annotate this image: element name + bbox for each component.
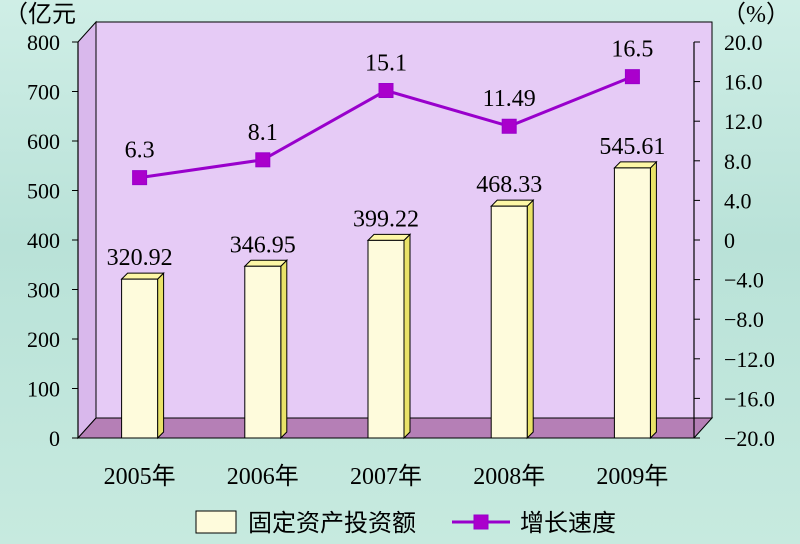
bar-data-label: 399.22 <box>353 206 419 232</box>
right-axis-tick-label: 8.0 <box>724 149 752 174</box>
legend-label-bar: 固定资产投资额 <box>248 510 416 537</box>
right-axis-tick-label: −16.0 <box>724 386 775 411</box>
bar-2009年: 545.61 <box>599 134 665 440</box>
bar-top <box>120 272 165 280</box>
growth-data-label: 11.49 <box>483 86 536 112</box>
left-axis-tick-label: 800 <box>27 30 60 55</box>
growth-point <box>501 118 517 134</box>
bar <box>613 167 651 439</box>
left-axis-tick-label: 700 <box>27 80 60 105</box>
legend-swatch-bar <box>195 510 237 534</box>
growth-point <box>624 69 640 85</box>
left-axis-tick-label: 0 <box>49 426 60 451</box>
left-axis: （亿元 0 100 200 300 400 500 600 700 800 <box>4 1 79 451</box>
x-axis: 2005年 2006年 2007年 2008年 2009年 <box>104 463 669 490</box>
bar-2008年: 468.33 <box>476 172 542 440</box>
left-axis-tick-label: 400 <box>27 228 60 253</box>
right-axis-tick-label: 16.0 <box>724 70 763 95</box>
bar-data-label: 545.61 <box>599 134 665 160</box>
bar-2006年: 346.95 <box>230 232 296 440</box>
bar-2007年: 399.22 <box>353 206 419 440</box>
growth-data-label: 6.3 <box>125 138 155 164</box>
bar-top <box>366 233 412 241</box>
growth-data-label: 8.1 <box>248 120 278 146</box>
bar <box>244 265 282 439</box>
bar <box>490 205 528 439</box>
right-axis: （%） −20.0 −16.0 −12.0 −8.0 −4.0 0 4.0 8.0 12.0 16.… <box>693 2 790 451</box>
left-axis-tick-label: 600 <box>27 129 60 154</box>
legend-swatch-marker <box>473 514 489 530</box>
right-axis-tick-label: −8.0 <box>724 307 764 332</box>
bar-side <box>157 271 165 440</box>
bar-data-label: 468.33 <box>476 172 542 198</box>
right-axis-tick-label: −4.0 <box>724 268 764 293</box>
left-axis-tick-label: 500 <box>27 179 60 204</box>
bar <box>121 278 159 439</box>
bars: 320.92 346.95 399.22 468.33 545.61 <box>107 134 665 440</box>
legend: 固定资产投资额 增长速度 <box>195 510 616 537</box>
right-axis-tick-label: 20.0 <box>724 30 763 55</box>
x-axis-tick-label: 2006年 <box>227 463 299 490</box>
bar-top <box>489 199 535 207</box>
growth-data-label: 16.5 <box>611 37 653 63</box>
bar-data-label: 346.95 <box>230 232 296 258</box>
line-series: 6.3 8.1 15.1 11.49 16.5 <box>125 37 653 186</box>
growth-point <box>132 170 148 186</box>
left-axis-tick-label: 100 <box>27 377 60 402</box>
growth-data-label: 15.1 <box>365 51 407 77</box>
bar-side <box>280 259 288 440</box>
x-axis-tick-label: 2007年 <box>350 463 422 490</box>
right-axis-unit: （%） <box>722 2 790 28</box>
right-axis-tick-label: 0 <box>724 228 735 253</box>
right-axis-tick-label: −20.0 <box>724 426 775 451</box>
right-axis-tick-label: 12.0 <box>724 109 763 134</box>
right-axis-tick-label: −12.0 <box>724 347 775 372</box>
bar-top <box>613 161 658 169</box>
bar-data-label: 320.92 <box>107 245 173 271</box>
legend-label-line: 增长速度 <box>520 510 616 537</box>
plot-side-wall <box>77 20 97 440</box>
bar-side <box>526 198 534 440</box>
bar-side <box>403 233 411 440</box>
left-axis-tick-label: 200 <box>27 327 60 352</box>
x-axis-tick-label: 2009年 <box>596 463 668 490</box>
left-axis-tick-label: 300 <box>27 278 60 303</box>
growth-point <box>255 152 271 168</box>
bar-side <box>649 160 657 440</box>
bar-top <box>243 259 289 267</box>
growth-point <box>378 83 394 99</box>
right-axis-tick-label: 4.0 <box>724 188 752 213</box>
bar <box>367 239 405 439</box>
bar-2005年: 320.92 <box>107 245 173 440</box>
x-axis-tick-label: 2005年 <box>104 463 176 490</box>
x-axis-tick-label: 2008年 <box>473 463 545 490</box>
left-axis-unit: （亿元 <box>4 1 76 28</box>
